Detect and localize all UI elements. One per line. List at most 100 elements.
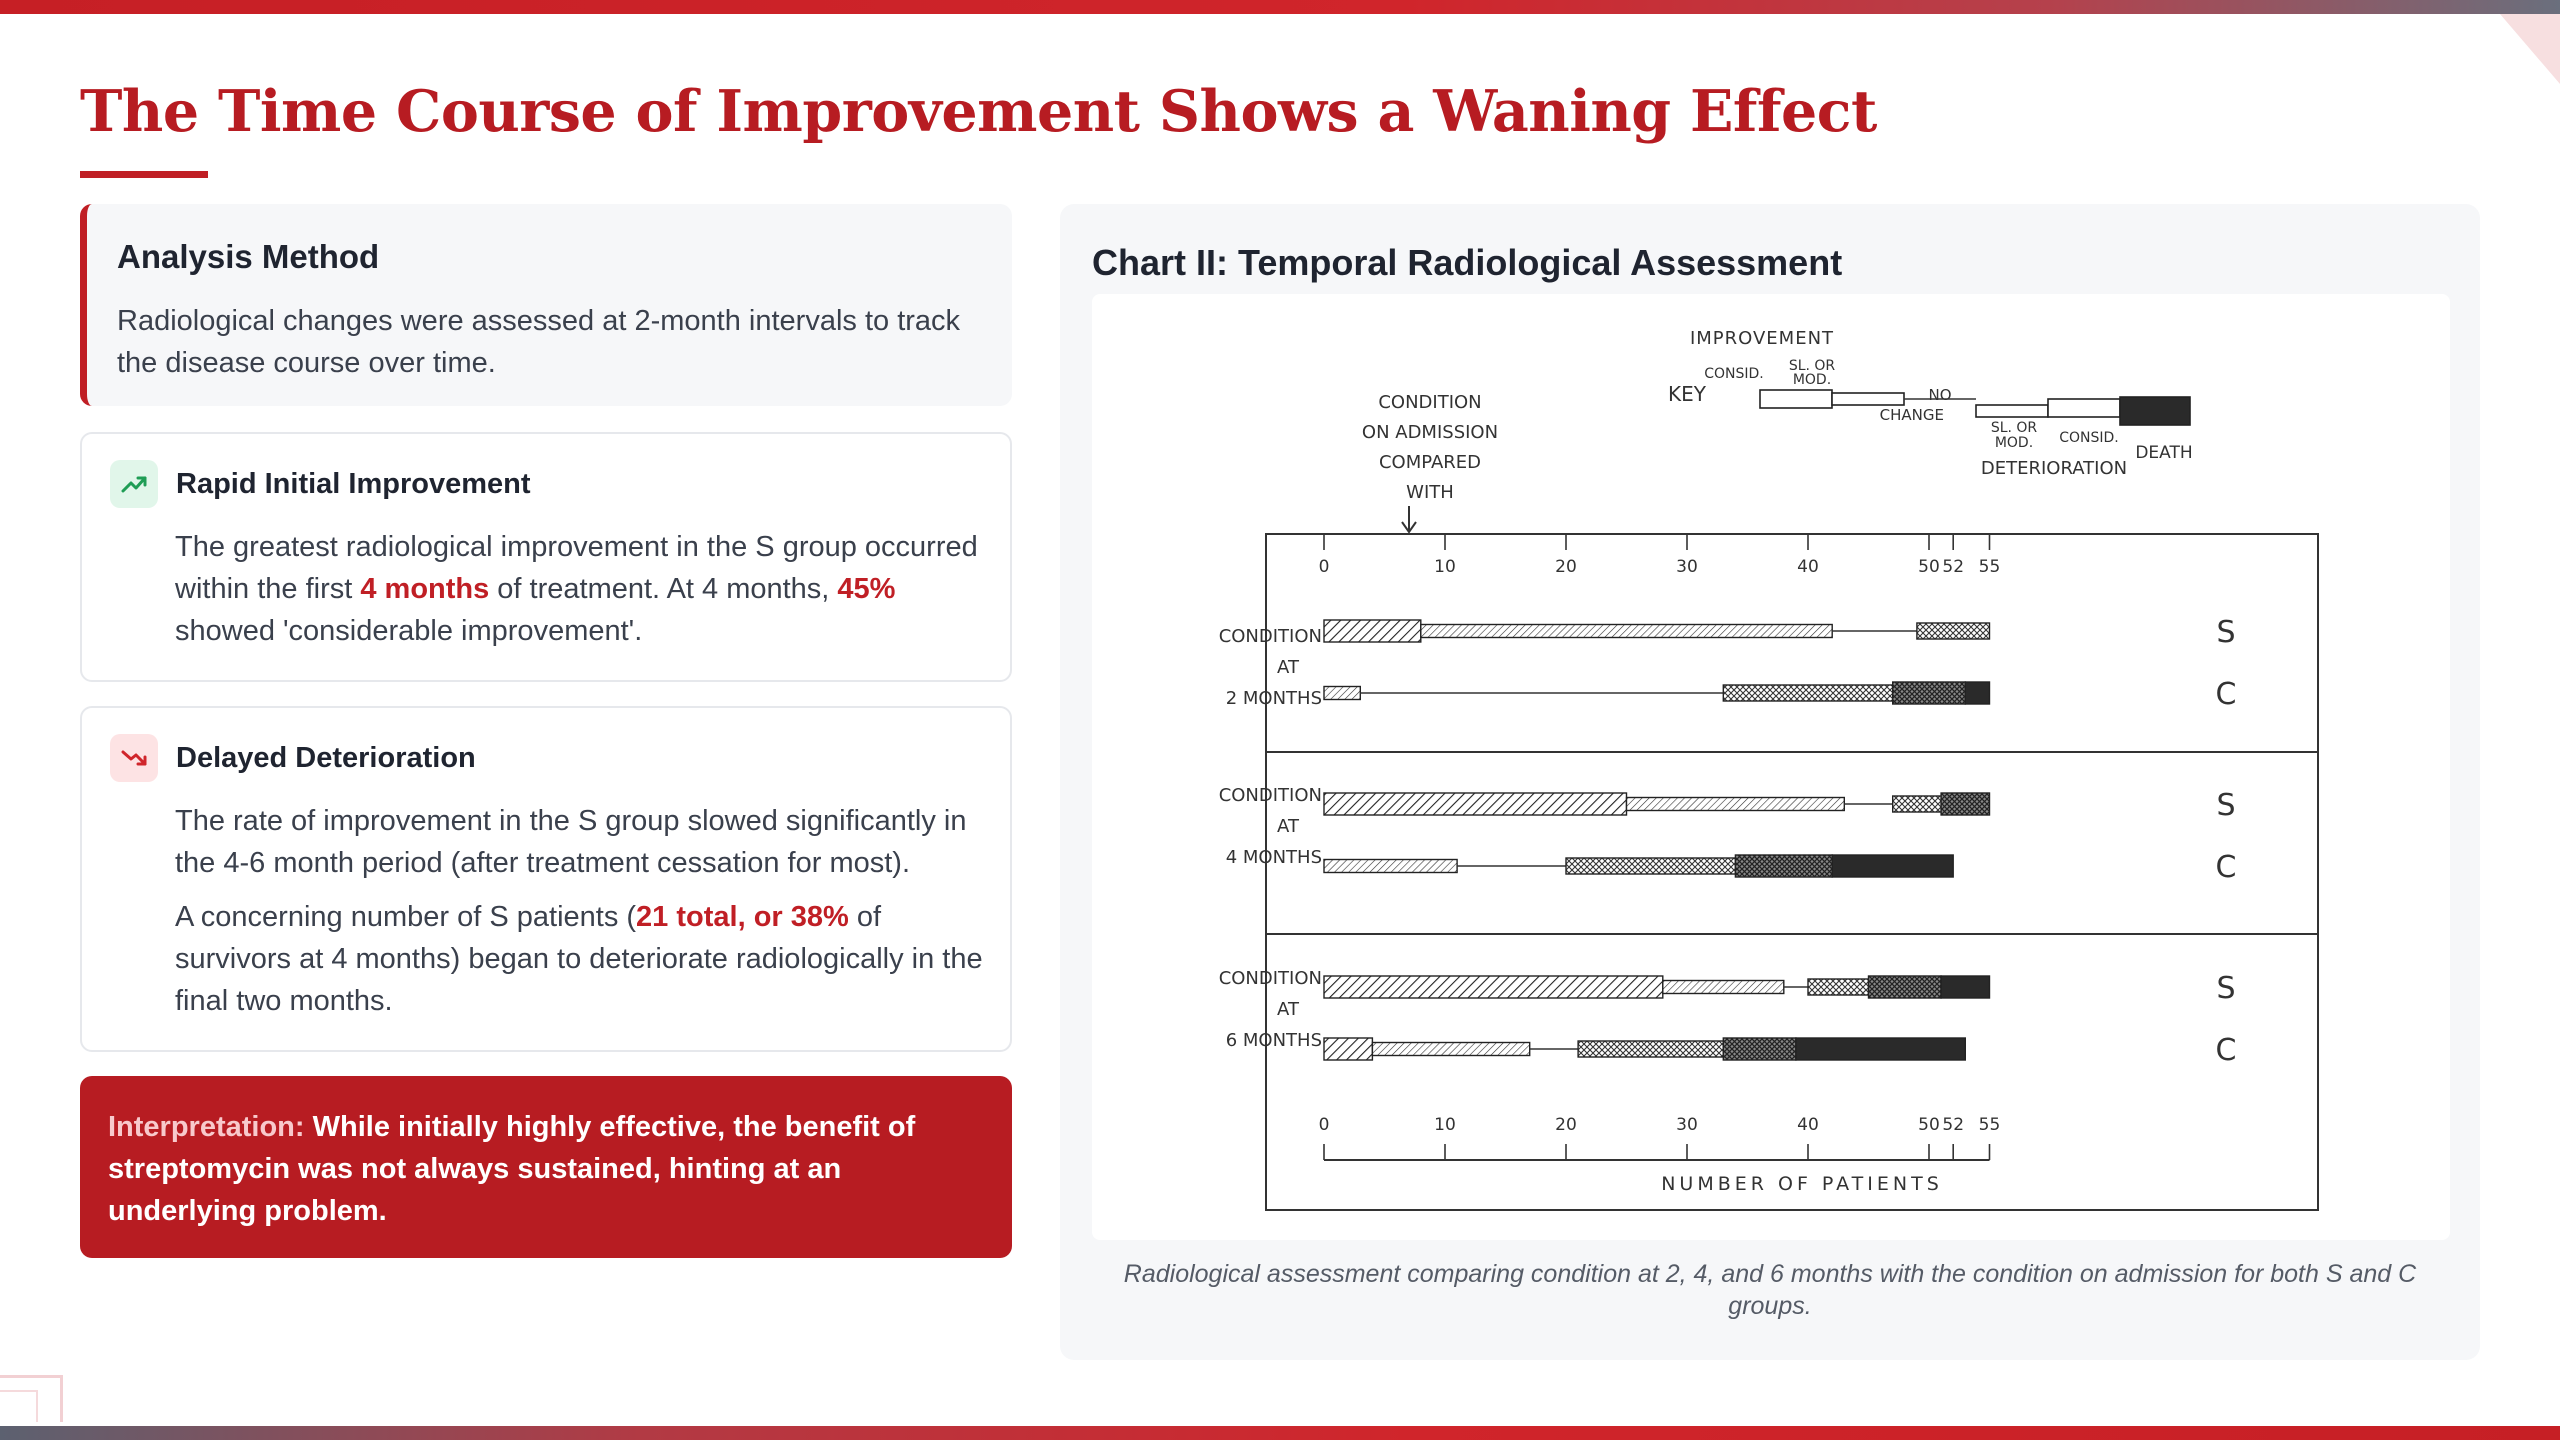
rapid-improvement-body: The greatest radiological improvement in… bbox=[175, 526, 990, 664]
key-consid-imp-label: CONSID. bbox=[1704, 366, 1764, 382]
rapid-text-c: showed 'considerable improvement'. bbox=[175, 615, 643, 647]
bottom-tick-label: 50 bbox=[1918, 1115, 1940, 1135]
compare-label-1: CONDITION bbox=[1378, 392, 1481, 413]
analysis-method-card: Analysis Method Radiological changes wer… bbox=[80, 204, 1012, 406]
top-tick-label: 52 bbox=[1942, 557, 1964, 577]
trend-down-icon bbox=[110, 734, 158, 782]
top-tick-label: 30 bbox=[1676, 557, 1698, 577]
interpretation-text: While initially highly effective, the be… bbox=[108, 1111, 916, 1227]
compare-label-4: WITH bbox=[1406, 482, 1454, 503]
chart-panel: Chart II: Temporal Radiological Assessme… bbox=[1060, 204, 2480, 1360]
corner-decoration bbox=[2500, 14, 2560, 84]
row-label-condition: CONDITION bbox=[1219, 785, 1322, 806]
bar-segment bbox=[1867, 975, 1942, 999]
top-tick-label: 50 bbox=[1918, 557, 1940, 577]
row-label-months: 4 MONTHS bbox=[1226, 847, 1322, 868]
group-label: C bbox=[2216, 677, 2237, 712]
key-slor-label: SL. OR bbox=[1789, 358, 1836, 374]
key-swatch bbox=[1975, 404, 2049, 418]
key-swatch bbox=[1759, 389, 1833, 409]
bar-segment bbox=[1831, 854, 1954, 878]
bar-segment bbox=[1420, 623, 1833, 639]
radiological-chart: IMPROVEMENT KEY CONSID. SL. OR MOD. NO C… bbox=[1219, 328, 2319, 1211]
group-label: S bbox=[2216, 971, 2235, 1006]
bottom-tick-label: 40 bbox=[1797, 1115, 1819, 1135]
key-sl-det-label: SL. OR bbox=[1991, 420, 2038, 436]
key-mod-det-label: MOD. bbox=[1995, 435, 2033, 451]
interpretation-box: Interpretation: While initially highly e… bbox=[80, 1076, 1012, 1258]
bar-segment bbox=[1892, 681, 1967, 705]
bar-segment bbox=[1807, 978, 1870, 996]
key-mod-label: MOD. bbox=[1793, 372, 1831, 388]
key-swatch bbox=[2119, 396, 2191, 426]
rapid-improvement-heading: Rapid Initial Improvement bbox=[176, 467, 531, 500]
bar-segment bbox=[1795, 1037, 1967, 1061]
group-label: C bbox=[2216, 1033, 2237, 1068]
bar-segment bbox=[1734, 854, 1833, 878]
rapid-text-b: of treatment. At 4 months, bbox=[489, 573, 838, 605]
bar-segment bbox=[1565, 857, 1737, 875]
bottom-tick-label: 10 bbox=[1434, 1115, 1456, 1135]
group-label: C bbox=[2216, 850, 2237, 885]
bar-segment bbox=[1371, 1041, 1531, 1057]
bar-segment bbox=[1323, 1037, 1374, 1061]
x-axis-label: NUMBER OF PATIENTS bbox=[1661, 1173, 1943, 1195]
bottom-tick-label: 20 bbox=[1555, 1115, 1577, 1135]
trend-up-icon bbox=[110, 460, 158, 508]
key-deterioration-label: DETERIORATION bbox=[1981, 458, 2127, 479]
key-swatch bbox=[1831, 392, 1905, 406]
bar-segment bbox=[1892, 795, 1942, 813]
rapid-improvement-card: Rapid Initial Improvement The greatest r… bbox=[80, 432, 1012, 682]
corner-decoration-bottom bbox=[0, 1375, 63, 1422]
delayed-deterioration-heading: Delayed Deterioration bbox=[176, 741, 476, 774]
top-tick-label: 40 bbox=[1797, 557, 1819, 577]
row-label-at: AT bbox=[1277, 816, 1300, 837]
deterioration-para-1: The rate of improvement in the S group s… bbox=[175, 805, 967, 879]
bar-segment bbox=[1323, 792, 1628, 816]
key-death-label: DEATH bbox=[2135, 443, 2192, 463]
title-underline bbox=[80, 171, 208, 178]
deterioration-para-2: A concerning number of S patients (21 to… bbox=[175, 896, 990, 1022]
bottom-accent-bar bbox=[0, 1426, 2560, 1440]
analysis-method-text: Radiological changes were assessed at 2-… bbox=[117, 305, 961, 379]
bar-segment bbox=[1323, 685, 1361, 701]
key-no-label: NO bbox=[1928, 386, 1951, 404]
interpretation-label: Interpretation: bbox=[108, 1111, 305, 1143]
bar-segment bbox=[1323, 858, 1458, 874]
deterioration-text-a: A concerning number of S patients ( bbox=[175, 901, 637, 933]
delayed-deterioration-body: The rate of improvement in the S group s… bbox=[175, 800, 990, 1034]
chart-frame-border bbox=[1265, 533, 2319, 1211]
delayed-deterioration-card: Delayed Deterioration The rate of improv… bbox=[80, 706, 1012, 1052]
rapid-text-a: The greatest radiological improvement in… bbox=[175, 531, 978, 605]
bar-segment bbox=[1323, 975, 1664, 999]
bottom-tick-label: 55 bbox=[1979, 1115, 2001, 1135]
top-tick-label: 0 bbox=[1319, 557, 1330, 577]
delayed-deterioration-header: Delayed Deterioration bbox=[110, 734, 476, 782]
key-improvement-label: IMPROVEMENT bbox=[1690, 328, 1834, 349]
highlight-21-total: 21 total, or 38% bbox=[636, 901, 849, 933]
row-label-condition: CONDITION bbox=[1219, 626, 1322, 647]
key-swatch bbox=[2047, 398, 2121, 418]
rapid-improvement-header: Rapid Initial Improvement bbox=[110, 460, 531, 508]
top-accent-bar bbox=[0, 0, 2560, 14]
key-change-label: CHANGE bbox=[1880, 406, 1944, 424]
chart-caption: Radiological assessment comparing condit… bbox=[1123, 1260, 2417, 1320]
row-label-months: 2 MONTHS bbox=[1226, 688, 1322, 709]
row-label-condition: CONDITION bbox=[1219, 968, 1322, 989]
group-label: S bbox=[2216, 615, 2235, 650]
highlight-4-months: 4 months bbox=[360, 573, 490, 605]
bar-segment bbox=[1625, 796, 1846, 812]
bar-segment bbox=[1940, 975, 1991, 999]
bottom-tick-label: 0 bbox=[1319, 1115, 1330, 1135]
compare-arrow-icon bbox=[1401, 506, 1417, 534]
deterioration-text-b: of survivors at 4 months) began to deter… bbox=[175, 901, 983, 1017]
bar-segment bbox=[1662, 979, 1785, 995]
chart-title: Chart II: Temporal Radiological Assessme… bbox=[1092, 242, 1843, 283]
bar-segment bbox=[1722, 684, 1894, 702]
row-label-months: 6 MONTHS bbox=[1226, 1030, 1322, 1051]
key-label: KEY bbox=[1668, 382, 1707, 406]
compare-label-3: COMPARED bbox=[1379, 452, 1481, 473]
analysis-method-heading: Analysis Method bbox=[117, 238, 380, 275]
bottom-tick-label: 52 bbox=[1942, 1115, 1964, 1135]
bar-segment bbox=[1964, 681, 1991, 705]
